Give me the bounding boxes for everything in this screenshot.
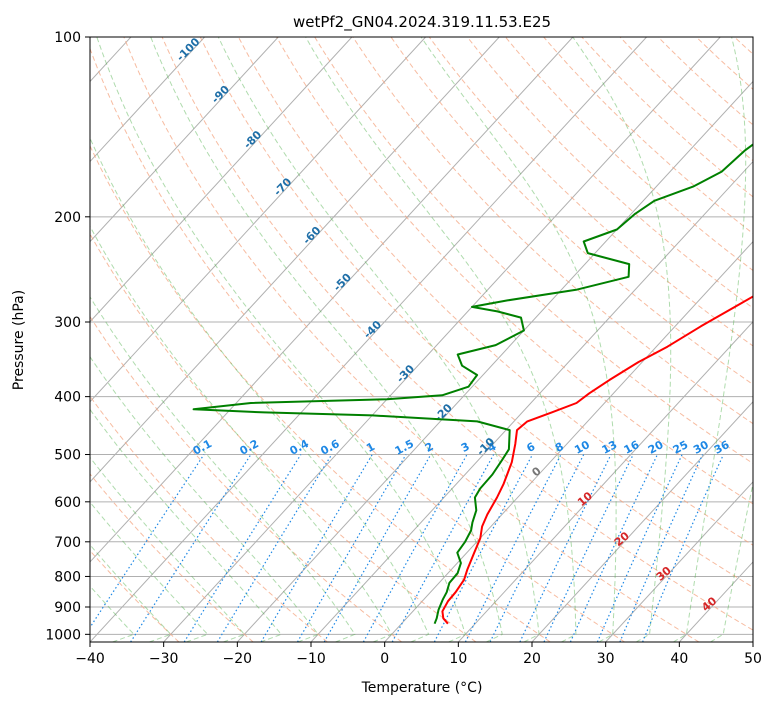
mixing-ratio-label: 16: [622, 438, 642, 457]
x-tick-label: −30: [149, 651, 179, 667]
mixing-ratio-line: [433, 454, 534, 642]
moist-adiabat-line: [90, 408, 283, 642]
dry-adiabat-line: [90, 144, 551, 642]
dry-adiabat-line: [90, 47, 625, 642]
dry-adiabat-line: [161, 37, 753, 631]
isotherm-line: [90, 37, 647, 642]
dewpoint-profile-line: [192, 143, 753, 625]
x-tick-label: −10: [296, 651, 326, 667]
y-tick-label: 700: [54, 535, 81, 551]
x-tick-label: 40: [670, 651, 688, 667]
profile-series: [192, 143, 753, 625]
moist-adiabat-line: [150, 37, 503, 642]
x-tick-label: 10: [449, 651, 467, 667]
mixing-ratio-line: [519, 454, 612, 642]
dry-adiabat-line: [466, 37, 753, 309]
y-tick-label: 900: [54, 600, 81, 616]
x-tick-label: 0: [380, 651, 389, 667]
dry-adiabat-line: [352, 37, 753, 425]
dry-adiabat-line: [237, 37, 753, 546]
mixing-ratio-line: [296, 454, 407, 642]
temperature-profile-line: [441, 295, 753, 625]
x-tick-label: −40: [75, 651, 105, 667]
dry-adiabat-line: [90, 315, 403, 642]
moist-adiabat-line: [90, 136, 430, 642]
isotherm-line: [90, 37, 426, 403]
moist-adiabat-line: [90, 456, 246, 642]
dry-adiabat-line: [276, 37, 753, 505]
moist-adiabat-line: [305, 37, 577, 642]
y-tick-label: 1000: [45, 627, 81, 643]
mixing-ratio-line: [569, 454, 658, 642]
dry-adiabat-line: [543, 37, 753, 235]
isotherm-line: [310, 160, 753, 642]
isotherm-line: [163, 37, 721, 642]
plot-background: [90, 37, 753, 642]
mixing-ratio-line: [391, 454, 495, 642]
dry-adiabat-line: [123, 37, 700, 642]
moist-adiabat-line: [96, 37, 467, 642]
moist-adiabat-line: [710, 481, 753, 642]
isotherm-line: [90, 37, 353, 323]
y-tick-label: 800: [54, 569, 81, 585]
dry-adiabat-line: [428, 37, 753, 347]
moist-adiabat-line: [673, 37, 747, 642]
mixing-ratio-label: 36: [712, 438, 732, 457]
isotherm-line: [457, 320, 753, 642]
mixing-ratio-line: [216, 454, 333, 642]
isotherm-line: [90, 37, 500, 483]
moist-adiabat-line: [420, 37, 617, 642]
mixing-ratio-line: [464, 454, 562, 642]
y-tick-label: 500: [54, 448, 81, 464]
mixing-ratio-line: [489, 454, 585, 642]
y-axis-label: Pressure (hPa): [11, 290, 27, 390]
mixing-ratio-label: 13: [600, 438, 620, 457]
mixing-ratio-label: 25: [671, 438, 691, 457]
isotherm-line: [752, 641, 753, 642]
x-tick-label: 30: [597, 651, 615, 667]
dry-adiabat-line: [314, 37, 753, 465]
moist-adiabat-line: [217, 37, 540, 642]
x-tick-label: 20: [523, 651, 541, 667]
y-tick-label: 100: [54, 30, 81, 46]
dry-adiabat-line: [90, 473, 254, 642]
dry-adiabat-line: [390, 37, 753, 386]
moist-adiabat-line: [90, 225, 393, 642]
dry-adiabat-line: [90, 232, 477, 642]
x-axis-label: Temperature (°C): [361, 680, 483, 696]
moist-adiabat-line: [572, 37, 672, 642]
dry-adiabat-line: [581, 37, 753, 198]
x-tick-label: −20: [223, 651, 253, 667]
mixing-ratio-line: [260, 454, 373, 642]
y-tick-label: 600: [54, 495, 81, 511]
chart-title: wetPf2_GN04.2024.319.11.53.E25: [293, 13, 551, 32]
axis-ticks: −40 −30 −20 −10 0 10 20 30 40 50 100 200 300 400 500 60…: [45, 30, 762, 667]
isotherm-line: [90, 37, 574, 563]
mixing-ratio-label: 20: [646, 438, 666, 457]
isotherm-line: [236, 80, 753, 642]
mixing-ratio-label: 10: [572, 438, 592, 457]
mixing-ratio-line: [183, 454, 302, 642]
moist-adiabat-line: [90, 296, 356, 642]
y-tick-label: 300: [54, 315, 81, 331]
dry-adiabat-line: [199, 37, 753, 588]
mixing-ratio-line: [90, 454, 205, 629]
isotherm-line: [384, 240, 753, 642]
x-tick-label: 50: [744, 651, 762, 667]
moist-adiabat-line: [90, 355, 319, 642]
mixing-ratio-line: [543, 454, 634, 642]
isotherm-line: [90, 37, 205, 163]
plot-frame: [89, 36, 754, 643]
isotherm-line: [0, 37, 57, 642]
isotherm-line: [605, 481, 753, 642]
y-tick-label: 200: [54, 210, 81, 226]
isotherm-line: [531, 401, 753, 642]
mixing-ratio-line: [130, 454, 252, 642]
isotherm-line: [90, 37, 279, 243]
mixing-ratio-label: 30: [691, 438, 711, 457]
background-lines: [0, 37, 753, 642]
y-tick-label: 400: [54, 390, 81, 406]
